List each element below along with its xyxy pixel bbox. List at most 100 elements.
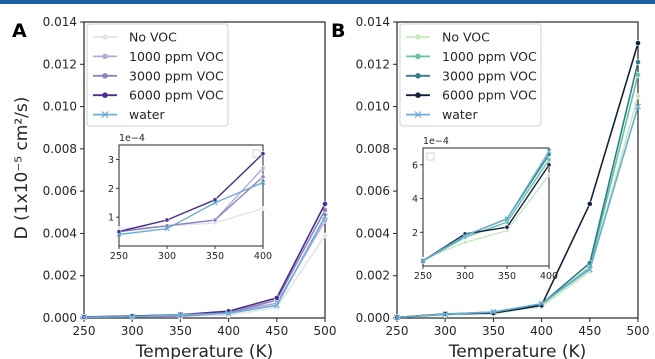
data-point-x <box>116 231 122 237</box>
y-tick-label: 0.010 <box>43 100 77 114</box>
y-tick-label: 0.002 <box>356 269 390 283</box>
axes-frame <box>396 21 639 319</box>
y-tick-label: 0.004 <box>43 226 77 240</box>
data-point <box>164 217 170 223</box>
data-point-x <box>442 311 449 318</box>
inset-x-tick-label: 250 <box>110 251 128 262</box>
legend-swatch-marker <box>415 34 421 40</box>
y-tick-label: 0.004 <box>356 226 390 240</box>
data-point-x <box>129 313 136 320</box>
x-tick-label: 350 <box>169 324 192 338</box>
data-point-x <box>177 311 184 318</box>
data-point-x <box>634 103 642 110</box>
data-point-x <box>504 216 510 222</box>
legend-entry: 6000 ppm VOC <box>442 88 537 103</box>
x-tick-label: 400 <box>530 324 553 338</box>
data-point-x <box>80 314 88 321</box>
legend-swatch-marker <box>102 73 108 79</box>
series-line <box>119 207 263 230</box>
series-line <box>423 159 549 262</box>
data-point <box>462 239 468 245</box>
x-axis-label: Temperature (K) <box>135 342 274 359</box>
data-point <box>260 174 266 180</box>
inset-y-tick-label: 4 <box>412 194 418 205</box>
series-line <box>396 106 639 319</box>
data-point <box>546 162 552 168</box>
x-tick-label: 450 <box>578 324 601 338</box>
data-point <box>586 200 593 207</box>
inset: 250 300 350 400 2 4 6 1e−4 <box>412 136 558 282</box>
data-point <box>504 224 510 230</box>
legend-swatch-marker <box>415 73 421 79</box>
x-tick-label: 250 <box>386 324 409 338</box>
data-point <box>260 151 266 157</box>
series-line <box>423 151 549 262</box>
data-point-x <box>273 302 280 309</box>
panel-A: 250 300 350 400 450 500 0.000 0.002 0.004 0.006 0.… <box>12 15 336 359</box>
legend: No VOC 1000 ppm VOC 3000 ppm VOC 6000 ppm V… <box>399 23 542 127</box>
panel-letter: B <box>331 20 345 42</box>
inset-offset-label: 1e−4 <box>119 133 145 144</box>
x-tick-label: 450 <box>265 324 288 338</box>
series-line <box>119 181 263 236</box>
axes-frame <box>83 21 326 319</box>
legend-entry: water <box>442 107 478 122</box>
inset-x-tick-label: 300 <box>158 251 176 262</box>
data-point-x <box>212 200 218 206</box>
legend-swatch-marker <box>102 53 108 60</box>
legend-entry: 1000 ppm VOC <box>129 49 224 64</box>
panel-letter: A <box>12 20 27 42</box>
legend-swatch-marker <box>415 53 421 60</box>
legend-entry: 3000 ppm VOC <box>442 68 537 83</box>
legend: No VOC 1000 ppm VOC 3000 ppm VOC 6000 ppm V… <box>86 23 229 127</box>
y-tick-label: 0.010 <box>356 100 390 114</box>
series-line <box>119 176 263 233</box>
series-line <box>423 174 549 260</box>
y-tick-label: 0.008 <box>43 142 77 156</box>
series-line <box>423 164 549 262</box>
y-tick-label: 0.000 <box>356 311 390 325</box>
inset-frame <box>422 147 550 267</box>
data-point-x <box>260 179 266 186</box>
data-point-x <box>586 266 593 273</box>
legend-swatch-marker <box>415 92 421 98</box>
y-tick-label: 0.006 <box>43 184 77 198</box>
data-point <box>635 93 641 99</box>
inset-offset-label: 1e−4 <box>423 136 449 147</box>
x-tick-label: 250 <box>73 324 96 338</box>
inset: 250 300 350 400 1 2 3 1e−4 <box>108 133 272 262</box>
inset-x-tick-label: 400 <box>254 251 272 262</box>
legend-swatch-marker <box>102 92 108 98</box>
inset-legend-box <box>426 152 435 161</box>
y-axis-label: D (1x10⁻⁵ cm²/s) <box>12 97 32 240</box>
data-point <box>546 172 552 178</box>
inset-y-tick-label: 2 <box>108 184 114 195</box>
y-tick-label: 0.008 <box>356 142 390 156</box>
data-point <box>212 217 218 223</box>
y-tick-label: 0.014 <box>43 15 77 29</box>
inset-y-tick-label: 1 <box>108 213 114 224</box>
legend-entry: No VOC <box>129 30 177 45</box>
series-line <box>83 216 326 318</box>
data-point-x <box>490 309 497 316</box>
y-tick-label: 0.002 <box>43 269 77 283</box>
top-border-bar <box>0 0 655 4</box>
inset-x-tick-label: 350 <box>206 251 224 262</box>
legend-swatch-marker <box>102 34 108 40</box>
x-tick-label: 350 <box>482 324 505 338</box>
series-line <box>119 153 263 233</box>
data-point <box>322 232 328 239</box>
data-point-x <box>164 226 170 232</box>
data-point <box>322 200 328 207</box>
legend-box <box>399 23 542 127</box>
data-point <box>546 157 552 163</box>
x-tick-label: 500 <box>314 324 337 338</box>
data-point <box>260 206 266 211</box>
x-tick-label: 300 <box>121 324 144 338</box>
legend-entry: 6000 ppm VOC <box>129 88 224 103</box>
data-point-x <box>420 258 426 264</box>
data-point-x <box>393 314 401 321</box>
data-point <box>260 165 266 171</box>
legend-entry: water <box>129 107 165 122</box>
